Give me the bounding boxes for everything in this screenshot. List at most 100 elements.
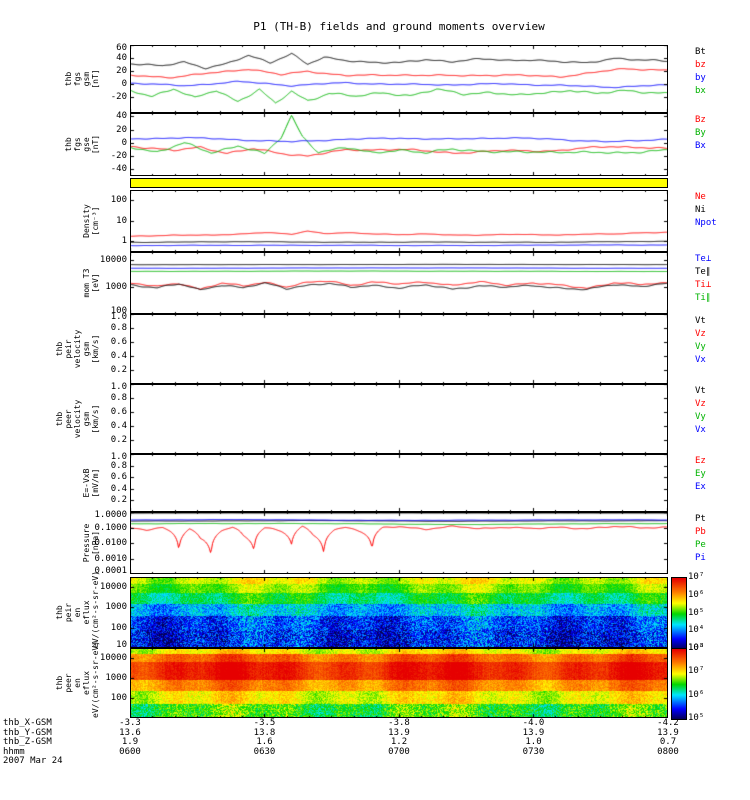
xaxis-value: -4.2 [657,718,679,728]
panel-frame-density [130,190,668,252]
ytick-label: 40 [116,52,127,63]
series-label-Vx: Vx [695,355,706,365]
xaxis-row-label-thb_X-GSM: thb_X-GSM [3,718,52,728]
series-label-Ne: Ne [695,192,706,202]
ylabel-vel_peer-4: [km/s] [91,404,100,434]
ylabel-vel_peer-3: gsm [82,411,91,427]
ytick-label: 0.8 [110,323,127,333]
ylabel-spec_peir-4: eV/(cm²-s-sr-eV) [91,570,100,648]
ytick-label: 10 [116,215,127,226]
xaxis-value: 0730 [522,746,545,757]
panel-canvas-vel_peer [130,384,668,454]
colorbar-label: 10⁷ [688,572,705,582]
ylabel-density-1: [cm⁻³] [91,206,100,236]
ytick-label: 0.0100 [94,538,127,548]
series-label-Vt: Vt [695,386,706,396]
ytick-label: 1 [121,236,127,247]
panel-frame-spec_peir [130,577,668,648]
ytick-label: 0.8 [110,393,127,403]
colorbar-label: 10⁷ [688,666,705,677]
ylabel-fgs_gsm-3: [nT] [91,69,100,89]
ytick-label: -40 [110,164,127,175]
colorbar-spec_peir [671,577,687,650]
ytick-label: 60 [116,43,127,53]
ylabel-spec_peir-1: peir [64,602,73,623]
ylabel-fgs_gsm-2: gsm [82,71,91,87]
series-label-Vy: Vy [695,412,706,422]
xaxis-value: -4.0 [522,718,545,728]
panel-canvas-efield [130,454,668,512]
ylabel-fgs_gse-0: thb [64,137,73,152]
colorbar-label: 10⁵ [688,607,705,618]
panel-canvas-vel_peir [130,314,668,384]
ytick-label: 0 [121,137,127,148]
ytick-label: 0.2 [110,365,127,375]
colorbar-label: 10⁸ [688,643,705,653]
flag-bar-roi_flag [130,178,668,188]
panel-frame-fgs_gse [130,113,668,176]
xaxis-value: 0800 [657,746,679,757]
xaxis-value: 0.7 [659,737,677,747]
panel-frame-t3 [130,252,668,314]
ytick-label: 10000 [99,581,127,592]
ytick-label: 1000 [105,672,127,683]
ylabel-vel_peer-1: peer [64,409,73,429]
series-label-Pb: Pb [695,527,706,537]
ylabel-spec_peer-1: peer [64,673,73,693]
panel-frame-spec_peer [130,648,668,718]
panel-frame-efield [130,454,668,512]
panel-frame-pressure [130,512,668,574]
series-label-Vt: Vt [695,316,706,326]
ytick-label: 0.2 [110,435,127,445]
ytick-label: 0.6 [110,407,127,417]
panel-canvas-pressure [130,512,668,574]
ytick-label: 20 [116,65,127,76]
xaxis-value: 1.0 [525,737,542,747]
series-label-Bt: Bt [695,47,706,57]
series-label-Ti∥: Ti∥ [695,293,711,303]
panel-canvas-spec_peir [130,577,668,648]
panel-canvas-fgs_gse [130,113,668,176]
xaxis-value: 13.9 [657,727,679,738]
ylabel-spec_peir-0: thb [55,605,64,620]
series-label-Bx: Bx [695,141,706,151]
ylabel-pressure-1: [nPa] [91,530,100,556]
panel-canvas-spec_peer [130,648,668,718]
series-label-Vy: Vy [695,342,706,352]
ylabel-vel_peir-3: gsm [82,341,91,357]
ytick-label: 1.0 [110,312,127,322]
ytick-label: 10 [116,640,127,650]
xaxis-value: 0630 [253,746,276,757]
series-label-bx: bx [695,86,706,96]
series-label-Vx: Vx [695,425,706,435]
xaxis-value: 13.9 [522,727,545,738]
xaxis-value: -3.3 [119,718,141,728]
panel-canvas-fgs_gsm [130,45,668,113]
xaxis-row-label-thb_Y-GSM: thb_Y-GSM [3,727,52,738]
series-label-Ex: Ex [695,482,706,492]
ytick-label: 0.4 [110,421,127,431]
xaxis-value: 1.9 [121,737,139,747]
series-label-Vz: Vz [695,399,706,409]
ytick-label: 1.0 [110,382,127,392]
colorbar-label: 10⁶ [688,589,705,600]
ytick-label: 20 [116,124,127,135]
ytick-label: 0.0010 [94,553,127,564]
ytick-label: 0.8 [110,460,127,471]
ytick-label: -20 [110,91,127,102]
series-label-Pi: Pi [695,553,706,563]
panel-canvas-density [130,190,668,252]
xaxis-value: 0700 [388,746,410,757]
panel-canvas-t3 [130,252,668,314]
series-label-Te⊥: Te⊥ [695,254,712,264]
ylabel-fgs_gsm-1: fgs [73,71,82,87]
ylabel-fgs_gse-3: [nT] [91,134,100,155]
panel-frame-vel_peir [130,314,668,384]
ytick-label: 0.0001 [94,566,127,576]
ytick-label: 40 [116,111,127,122]
ytick-label: 1.0 [110,452,127,462]
ytick-label: 10000 [99,652,127,663]
